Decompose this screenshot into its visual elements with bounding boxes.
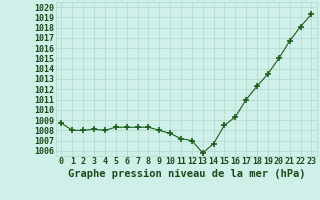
X-axis label: Graphe pression niveau de la mer (hPa): Graphe pression niveau de la mer (hPa) [68, 169, 305, 179]
